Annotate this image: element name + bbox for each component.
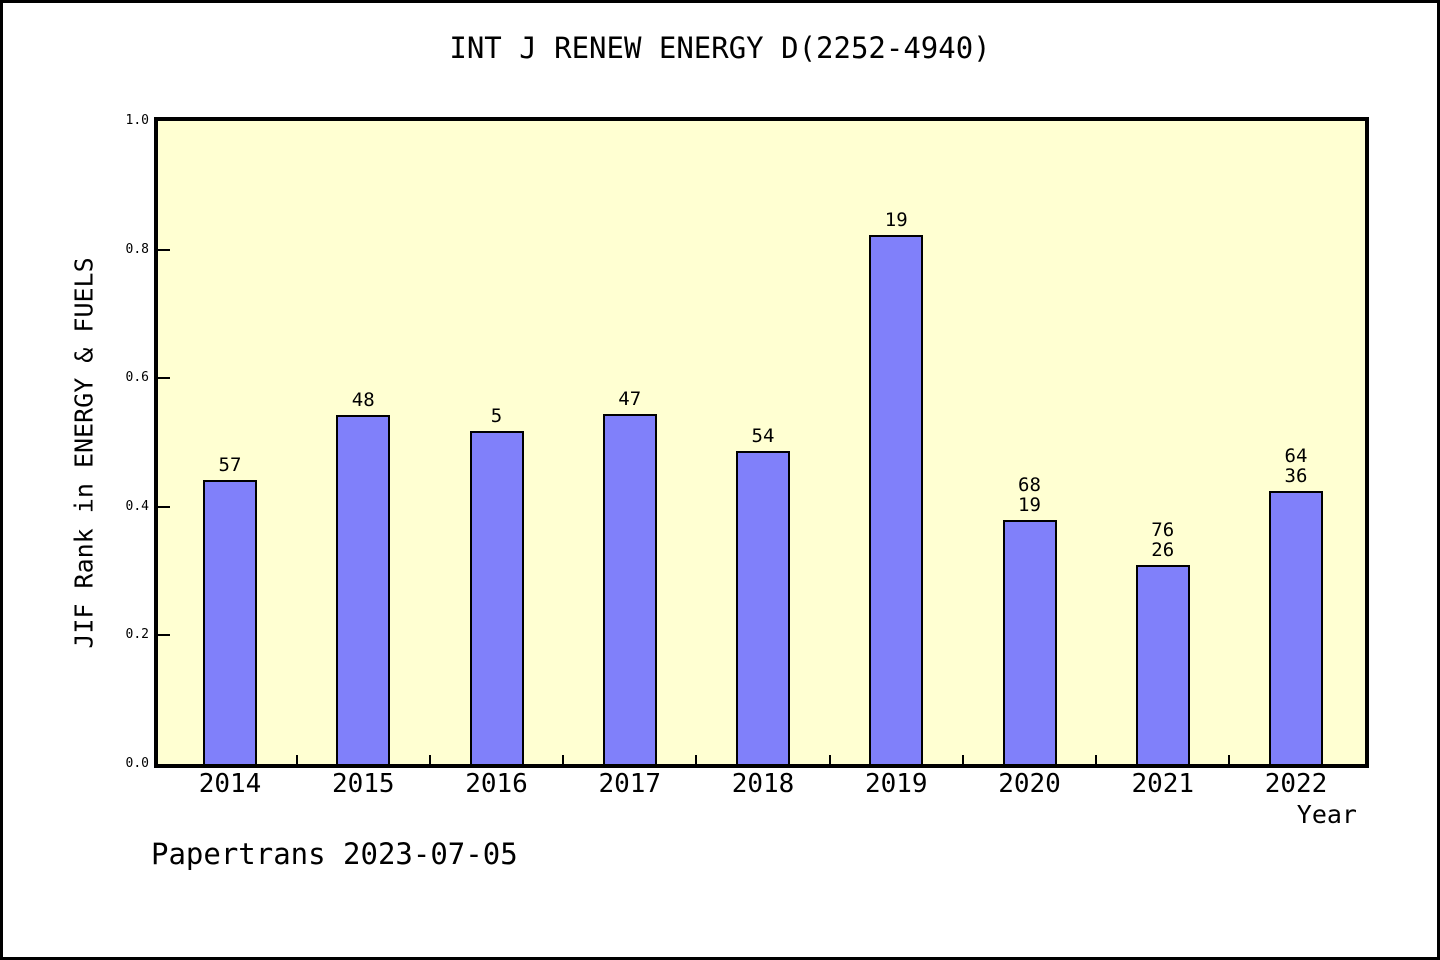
bar-value-line: 26: [1151, 539, 1175, 561]
x-axis-title: Year: [1296, 800, 1357, 829]
x-tick-label: 2018: [731, 769, 795, 799]
x-axis-tick: [695, 755, 698, 764]
bar-2016: [469, 431, 524, 764]
bar-2020: [1002, 520, 1057, 764]
x-axis-tick: [1228, 755, 1231, 764]
y-tick-label: 0.8: [125, 241, 149, 257]
plot-area: 57 48 5 47 54 19 68 19 76 26 64 36: [154, 117, 1369, 768]
watermark-text: Papertrans 2023-07-05: [151, 837, 518, 871]
bar-value-label: 19: [836, 210, 956, 230]
x-axis-tick: [428, 755, 431, 764]
bar-2018: [736, 451, 790, 764]
y-axis-tick: [158, 634, 170, 636]
y-tick-label: 0.2: [125, 627, 149, 643]
bar-2022: [1269, 491, 1323, 764]
x-tick-label: 2016: [465, 769, 528, 799]
chart-title: INT J RENEW ENERGY D(2252-4940): [449, 31, 991, 65]
bar-value-label: 47: [570, 389, 690, 409]
x-tick-label: 2022: [1264, 769, 1328, 799]
bar-value-label: 64 36: [1236, 446, 1356, 486]
bar-value-line: 5: [490, 405, 503, 427]
x-tick-label: 2017: [598, 769, 662, 799]
x-tick-label: 2015: [331, 769, 395, 799]
y-axis-title: JIF Rank in ENERGY & FUELS: [69, 257, 99, 649]
bar-value-line: 36: [1284, 465, 1308, 487]
x-axis-tick: [562, 755, 565, 764]
bar-2015: [336, 415, 391, 764]
bar-value-line: 68: [1018, 474, 1041, 496]
y-axis-tick: [158, 249, 170, 251]
x-tick-label: 2021: [1131, 769, 1195, 799]
bar-value-line: 47: [618, 388, 642, 410]
y-axis-tick: [158, 506, 170, 508]
y-tick-label: 0.4: [125, 498, 149, 514]
bar-value-line: 19: [884, 209, 908, 231]
x-tick-label: 2019: [864, 769, 928, 799]
bar-value-label: 54: [703, 426, 823, 446]
x-tick-label: 2014: [198, 769, 262, 799]
bar-value-line: 76: [1151, 519, 1175, 541]
bar-value-line: 57: [218, 454, 242, 476]
y-axis-tick: [158, 377, 170, 379]
x-axis-tick: [961, 755, 964, 764]
bar-value-label: 68 19: [970, 475, 1090, 515]
y-tick-label: 1.0: [125, 113, 149, 128]
bar-2019: [869, 235, 924, 764]
bar-value-label: 5: [437, 406, 557, 426]
x-axis-tick: [295, 755, 298, 764]
bar-2014: [203, 480, 257, 764]
bar-value-line: 19: [1018, 494, 1041, 516]
x-tick-label: 2020: [998, 769, 1061, 799]
bar-2021: [1135, 565, 1190, 764]
bar-2017: [602, 414, 657, 764]
x-axis-tick: [1095, 755, 1098, 764]
bar-value-line: 64: [1284, 445, 1308, 467]
bar-value-label: 48: [303, 390, 423, 410]
y-tick-label: 0.0: [125, 756, 149, 771]
y-tick-label: 0.6: [125, 370, 149, 386]
x-axis-tick: [828, 755, 831, 764]
bar-value-label: 57: [170, 455, 290, 475]
bar-value-line: 48: [351, 389, 375, 411]
bar-value-line: 54: [751, 425, 775, 447]
bar-value-label: 76 26: [1103, 520, 1223, 560]
